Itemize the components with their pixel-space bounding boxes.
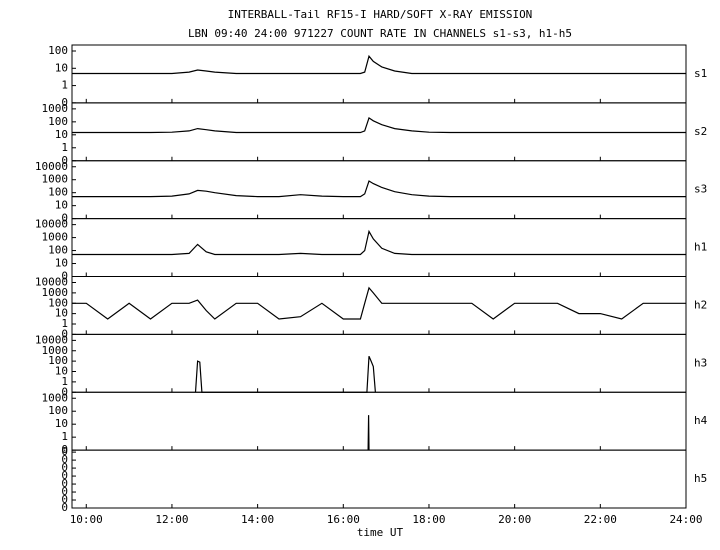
panel-label: h1 xyxy=(694,241,707,254)
panel-frame xyxy=(71,218,687,277)
panel-frame xyxy=(71,276,687,335)
y-tick-label: 0 xyxy=(61,154,68,167)
y-tick-label: 10 xyxy=(55,307,68,320)
panel-frame xyxy=(71,160,687,220)
y-tick-label: 10 xyxy=(55,365,68,378)
y-tick-label: 0 xyxy=(61,477,68,490)
y-tick-label: 0 xyxy=(61,445,68,458)
trace xyxy=(72,286,686,320)
y-tick-label: 0 xyxy=(61,485,68,498)
y-tick-label: 1 xyxy=(61,317,68,330)
y-tick-label: 100 xyxy=(48,115,68,128)
panel-label: s2 xyxy=(694,125,707,138)
y-tick-label: 100 xyxy=(48,186,68,199)
y-tick-label: 10000 xyxy=(35,333,68,346)
x-tick-label: 16:00 xyxy=(327,513,360,526)
y-tick-label: 1 xyxy=(61,430,68,443)
panel-label: h5 xyxy=(694,472,707,485)
trace xyxy=(72,116,686,134)
y-tick-label: 10000 xyxy=(35,160,68,173)
y-tick-label: 0 xyxy=(61,443,68,456)
y-tick-label: 1000 xyxy=(42,102,69,115)
y-tick-label: 100 xyxy=(48,44,68,57)
panel-label: h2 xyxy=(694,298,707,311)
x-tick-label: 20:00 xyxy=(498,513,531,526)
y-tick-label: 1 xyxy=(61,375,68,388)
panel-label: h4 xyxy=(694,414,708,427)
y-tick-label: 0 xyxy=(61,96,68,109)
x-tick-label: 14:00 xyxy=(241,513,274,526)
y-tick-label: 100 xyxy=(48,404,68,417)
y-tick-label: 0 xyxy=(61,385,68,398)
y-tick-label: 1000 xyxy=(42,286,69,299)
y-tick-label: 10 xyxy=(55,257,68,270)
y-tick-label: 1000 xyxy=(42,344,69,357)
y-tick-label: 10000 xyxy=(35,276,68,289)
y-tick-label: 0 xyxy=(61,469,68,482)
y-tick-label: 0 xyxy=(61,493,68,506)
panel-frame xyxy=(71,449,687,509)
y-tick-label: 0 xyxy=(61,270,68,283)
panel-label: s3 xyxy=(694,183,707,196)
x-tick-label: 18:00 xyxy=(412,513,445,526)
y-tick-label: 0 xyxy=(61,327,68,340)
y-tick-label: 1 xyxy=(61,141,68,154)
y-tick-label: 100 xyxy=(48,244,68,257)
trace xyxy=(367,415,370,451)
y-tick-label: 0 xyxy=(61,453,68,466)
x-tick-label: 12:00 xyxy=(155,513,188,526)
y-tick-label: 0 xyxy=(61,461,68,474)
y-tick-label: 0 xyxy=(61,212,68,225)
y-tick-label: 10 xyxy=(55,417,68,430)
y-tick-label: 10000 xyxy=(35,218,68,231)
x-tick-label: 24:00 xyxy=(669,513,702,526)
y-tick-label: 1000 xyxy=(42,391,69,404)
chart-subtitle: LBN 09:40 24:00 971227 COUNT RATE IN CHA… xyxy=(188,27,572,40)
x-tick-label: 22:00 xyxy=(584,513,617,526)
trace xyxy=(72,54,686,75)
trace xyxy=(72,229,686,256)
panel-label: s1 xyxy=(694,67,707,80)
x-axis-label: time UT xyxy=(357,526,404,539)
y-tick-label: 1 xyxy=(61,79,68,92)
panel-label: h3 xyxy=(694,356,707,369)
panel-frame xyxy=(71,333,687,393)
panel-frame xyxy=(71,391,687,451)
y-tick-label: 10 xyxy=(55,128,68,141)
y-tick-label: 10 xyxy=(55,199,68,212)
trace xyxy=(194,355,376,393)
y-tick-label: 10 xyxy=(55,61,68,74)
y-tick-label: 100 xyxy=(48,354,68,367)
y-tick-label: 1000 xyxy=(42,173,69,186)
x-tick-label: 10:00 xyxy=(70,513,103,526)
y-tick-label: 1000 xyxy=(42,231,69,244)
y-tick-label: 100 xyxy=(48,296,68,309)
chart-title: INTERBALL-Tail RF15-I HARD/SOFT X-RAY EM… xyxy=(228,8,533,21)
trace xyxy=(72,180,686,198)
y-tick-label: 0 xyxy=(61,501,68,514)
